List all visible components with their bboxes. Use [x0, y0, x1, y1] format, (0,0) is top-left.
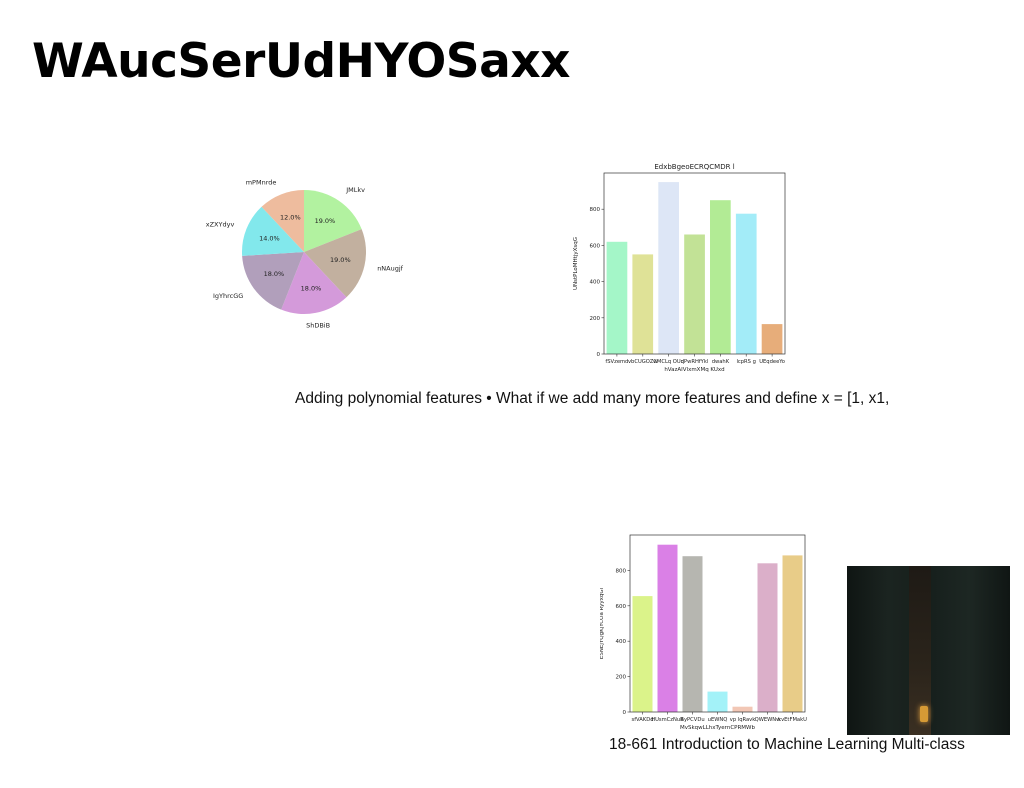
pie-value-label: 14.0% [259, 234, 280, 242]
bar-chart-1: EdxbBgeoECRQCMDR l fSVzemd vbCUGOZw CMCLq O… [570, 155, 800, 380]
y-tick-label: 0 [597, 352, 601, 358]
bar [782, 555, 803, 712]
chart-title: EdxbBgeoECRQCMDR l [654, 163, 734, 171]
slide-title: WAucSerUdHYOSaxx [32, 34, 571, 89]
y-tick-label: 400 [616, 639, 627, 645]
bar [757, 563, 778, 712]
x-tick-label: vbCUGOZw [628, 359, 658, 365]
bar [682, 556, 703, 712]
y-tick-label: 200 [616, 675, 627, 681]
pie-category-label: IgYhrcGG [213, 292, 243, 300]
bar [735, 213, 757, 354]
bar [606, 241, 628, 354]
x-tick-label: vp lqRavk [730, 717, 756, 723]
bar [710, 200, 731, 354]
pie-value-label: 12.0% [280, 213, 301, 221]
pie-category-label: xZXYdyv [206, 220, 235, 228]
pie-category-label: JMLkv [345, 186, 365, 194]
x-tick-label: dwahK [712, 359, 730, 365]
x-tick-label: CMCLq OUq [653, 359, 684, 365]
pie-slice [304, 229, 367, 298]
bar [707, 691, 728, 712]
y-axis-label: ESNEjYQgKjYCOa RyyxqGl [600, 587, 605, 659]
pie-slice [281, 252, 347, 315]
road-at-night-photo [847, 566, 1010, 735]
caption-polynomial-features: Adding polynomial features • What if we … [295, 390, 890, 407]
x-tick-label: UEqdeeYo [759, 359, 785, 365]
x-tick-label: fSVzemd [605, 359, 628, 365]
pie-slice [304, 190, 362, 252]
bar [632, 596, 653, 712]
bar [632, 254, 654, 354]
x-tick-label: HUsmCzNuR [651, 717, 684, 723]
x-tick-label: QWEWNw [755, 717, 781, 723]
pie-value-label: 19.0% [330, 256, 351, 264]
y-axis-label: UNstPLoMHtjyXsqG [573, 237, 579, 290]
pie-slice [242, 252, 304, 310]
photo-vehicle [920, 706, 928, 722]
pie-category-label: mPMnrde [246, 178, 277, 186]
x-axis-label: hVazAIVlxmXMq KUxd [664, 367, 724, 373]
pie-chart: 19.0% JMLkv 19.0% nNAugjf 18.0% ShDBiB 18.0% Ig… [200, 150, 420, 360]
x-tick-label: lcpRS g [736, 359, 755, 365]
x-tick-label: ByPCVDu [680, 717, 704, 723]
bar [658, 182, 679, 354]
caption-course-title: 18-661 Introduction to Machine Learning … [609, 736, 965, 753]
x-tick-label: dPwRHfYkl [681, 359, 709, 365]
bar [684, 234, 705, 354]
pie-chart-svg: 19.0% JMLkv 19.0% nNAugjf 18.0% ShDBiB 18.0% Ig… [206, 178, 404, 330]
bar [657, 544, 678, 712]
plot-frame [629, 534, 806, 713]
pie-value-label: 19.0% [315, 217, 336, 225]
pie-category-label: ShDBiB [306, 322, 330, 330]
x-axis-label: MvSkqwLLhxTyernCPRMWb [680, 725, 755, 731]
pie-value-label: 18.0% [301, 285, 322, 293]
x-tick-label: sfVAKDd [632, 717, 654, 723]
bar [732, 706, 753, 712]
y-tick-label: 800 [590, 207, 601, 213]
pie-value-label: 18.0% [264, 270, 285, 278]
y-tick-label: 400 [590, 280, 601, 286]
pie-slice [241, 206, 304, 256]
plot-frame [603, 172, 786, 355]
pie-category-label: nNAugjf [377, 264, 403, 272]
y-tick-label: 600 [616, 604, 627, 610]
bar [761, 324, 783, 354]
y-tick-label: 200 [590, 316, 601, 322]
x-tick-label: kvEtFMakU [778, 717, 807, 723]
x-tick-label: uEWNQ [708, 717, 728, 723]
pie-slice [261, 190, 304, 252]
y-tick-label: 0 [623, 710, 627, 716]
photo-road [909, 566, 931, 735]
y-tick-label: 800 [616, 568, 627, 574]
y-tick-label: 600 [590, 243, 601, 249]
bar-chart-2: sfVAKDd HUsmCzNuR ByPCVDu uEWNQ vp lqRavk QWE… [600, 530, 815, 740]
